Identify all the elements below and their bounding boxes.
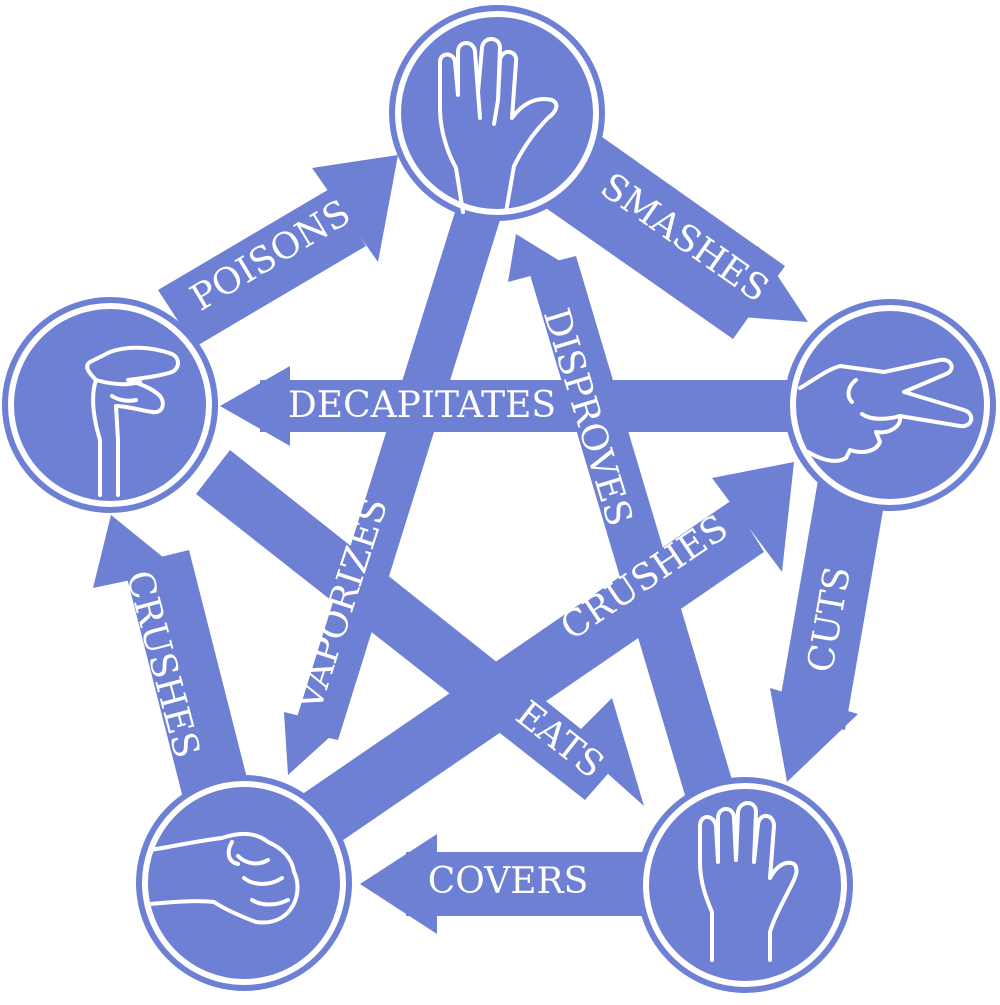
node-paper [637, 777, 853, 993]
spock-hand-icon [438, 37, 559, 214]
arrow-crushes-left [93, 515, 250, 806]
arrow-smashes [543, 132, 808, 339]
arrow-poisons [158, 155, 398, 347]
node-scissors [784, 299, 996, 511]
rock-fist-icon [148, 831, 300, 925]
scissors-hand-icon [798, 357, 974, 463]
label-decapitates: DECAPITATES [288, 385, 556, 426]
lizard-hand-icon [85, 345, 180, 497]
arrow-cuts [770, 457, 890, 782]
arrow-eats [196, 450, 644, 806]
arrow-disproves [508, 234, 738, 812]
arrow-covers [360, 834, 665, 934]
arrow-crushes-center [282, 462, 794, 860]
node-lizard [2, 297, 218, 513]
paper-hand-icon [698, 801, 799, 962]
node-rock [136, 775, 352, 991]
label-covers: COVERS [428, 861, 588, 902]
